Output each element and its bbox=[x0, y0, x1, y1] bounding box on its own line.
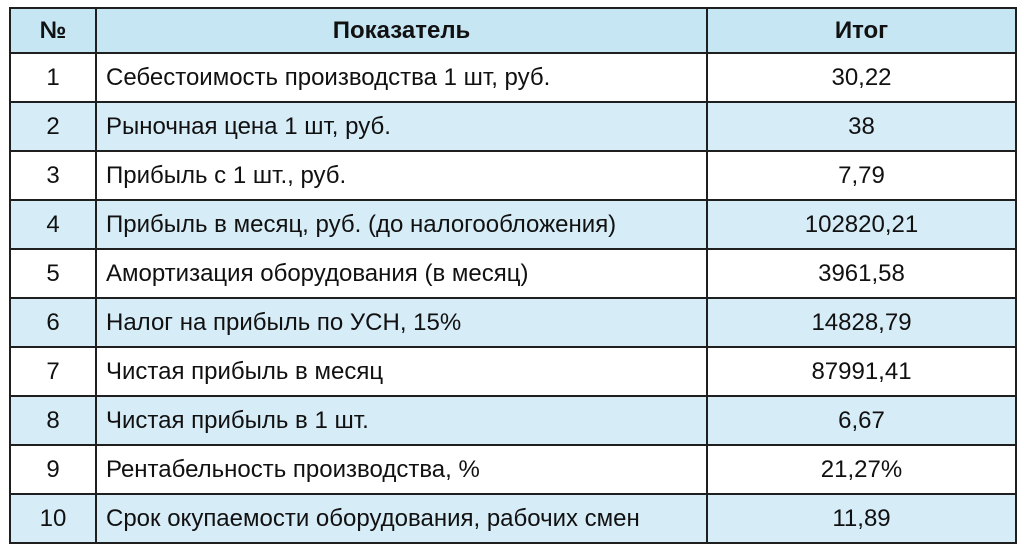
row-indicator: Рентабельность производства, % bbox=[95, 444, 708, 495]
row-number: 1 bbox=[9, 52, 97, 103]
row-total: 3961,58 bbox=[706, 248, 1017, 299]
table-row: 1 Себестоимость производства 1 шт, руб. … bbox=[9, 52, 1017, 103]
header-number: № bbox=[9, 7, 97, 54]
header-total: Итог bbox=[706, 7, 1017, 54]
results-table: № Показатель Итог 1 Себестоимость произв… bbox=[9, 7, 1017, 544]
row-number: 3 bbox=[9, 150, 97, 201]
row-total: 14828,79 bbox=[706, 297, 1017, 348]
row-total: 102820,21 bbox=[706, 199, 1017, 250]
row-total: 11,89 bbox=[706, 493, 1017, 544]
row-indicator: Налог на прибыль по УСН, 15% bbox=[95, 297, 708, 348]
table-row: 7 Чистая прибыль в месяц 87991,41 bbox=[9, 346, 1017, 397]
row-indicator: Чистая прибыль в 1 шт. bbox=[95, 395, 708, 446]
row-number: 6 bbox=[9, 297, 97, 348]
row-number: 9 bbox=[9, 444, 97, 495]
row-number: 8 bbox=[9, 395, 97, 446]
header-indicator: Показатель bbox=[95, 7, 708, 54]
row-number: 4 bbox=[9, 199, 97, 250]
table-row: 5 Амортизация оборудования (в месяц) 396… bbox=[9, 248, 1017, 299]
table-row: 6 Налог на прибыль по УСН, 15% 14828,79 bbox=[9, 297, 1017, 348]
row-total: 30,22 bbox=[706, 52, 1017, 103]
table-row: 10 Срок окупаемости оборудования, рабочи… bbox=[9, 493, 1017, 544]
row-total: 21,27% bbox=[706, 444, 1017, 495]
row-total: 38 bbox=[706, 101, 1017, 152]
row-indicator: Чистая прибыль в месяц bbox=[95, 346, 708, 397]
row-indicator: Прибыль с 1 шт., руб. bbox=[95, 150, 708, 201]
row-number: 5 bbox=[9, 248, 97, 299]
row-total: 7,79 bbox=[706, 150, 1017, 201]
table-row: 3 Прибыль с 1 шт., руб. 7,79 bbox=[9, 150, 1017, 201]
row-indicator: Срок окупаемости оборудования, рабочих с… bbox=[95, 493, 708, 544]
row-number: 7 bbox=[9, 346, 97, 397]
row-indicator: Себестоимость производства 1 шт, руб. bbox=[95, 52, 708, 103]
table-row: 4 Прибыль в месяц, руб. (до налогообложе… bbox=[9, 199, 1017, 250]
table-header-row: № Показатель Итог bbox=[9, 7, 1017, 54]
row-total: 6,67 bbox=[706, 395, 1017, 446]
row-indicator: Прибыль в месяц, руб. (до налогообложени… bbox=[95, 199, 708, 250]
results-table-container: № Показатель Итог 1 Себестоимость произв… bbox=[9, 7, 1017, 550]
row-indicator: Амортизация оборудования (в месяц) bbox=[95, 248, 708, 299]
table-row: 2 Рыночная цена 1 шт, руб. 38 bbox=[9, 101, 1017, 152]
row-number: 2 bbox=[9, 101, 97, 152]
table-row: 8 Чистая прибыль в 1 шт. 6,67 bbox=[9, 395, 1017, 446]
row-number: 10 bbox=[9, 493, 97, 544]
row-total: 87991,41 bbox=[706, 346, 1017, 397]
table-row: 9 Рентабельность производства, % 21,27% bbox=[9, 444, 1017, 495]
row-indicator: Рыночная цена 1 шт, руб. bbox=[95, 101, 708, 152]
